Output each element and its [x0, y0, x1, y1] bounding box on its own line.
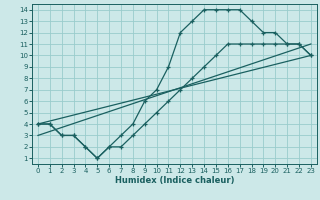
X-axis label: Humidex (Indice chaleur): Humidex (Indice chaleur)	[115, 176, 234, 185]
